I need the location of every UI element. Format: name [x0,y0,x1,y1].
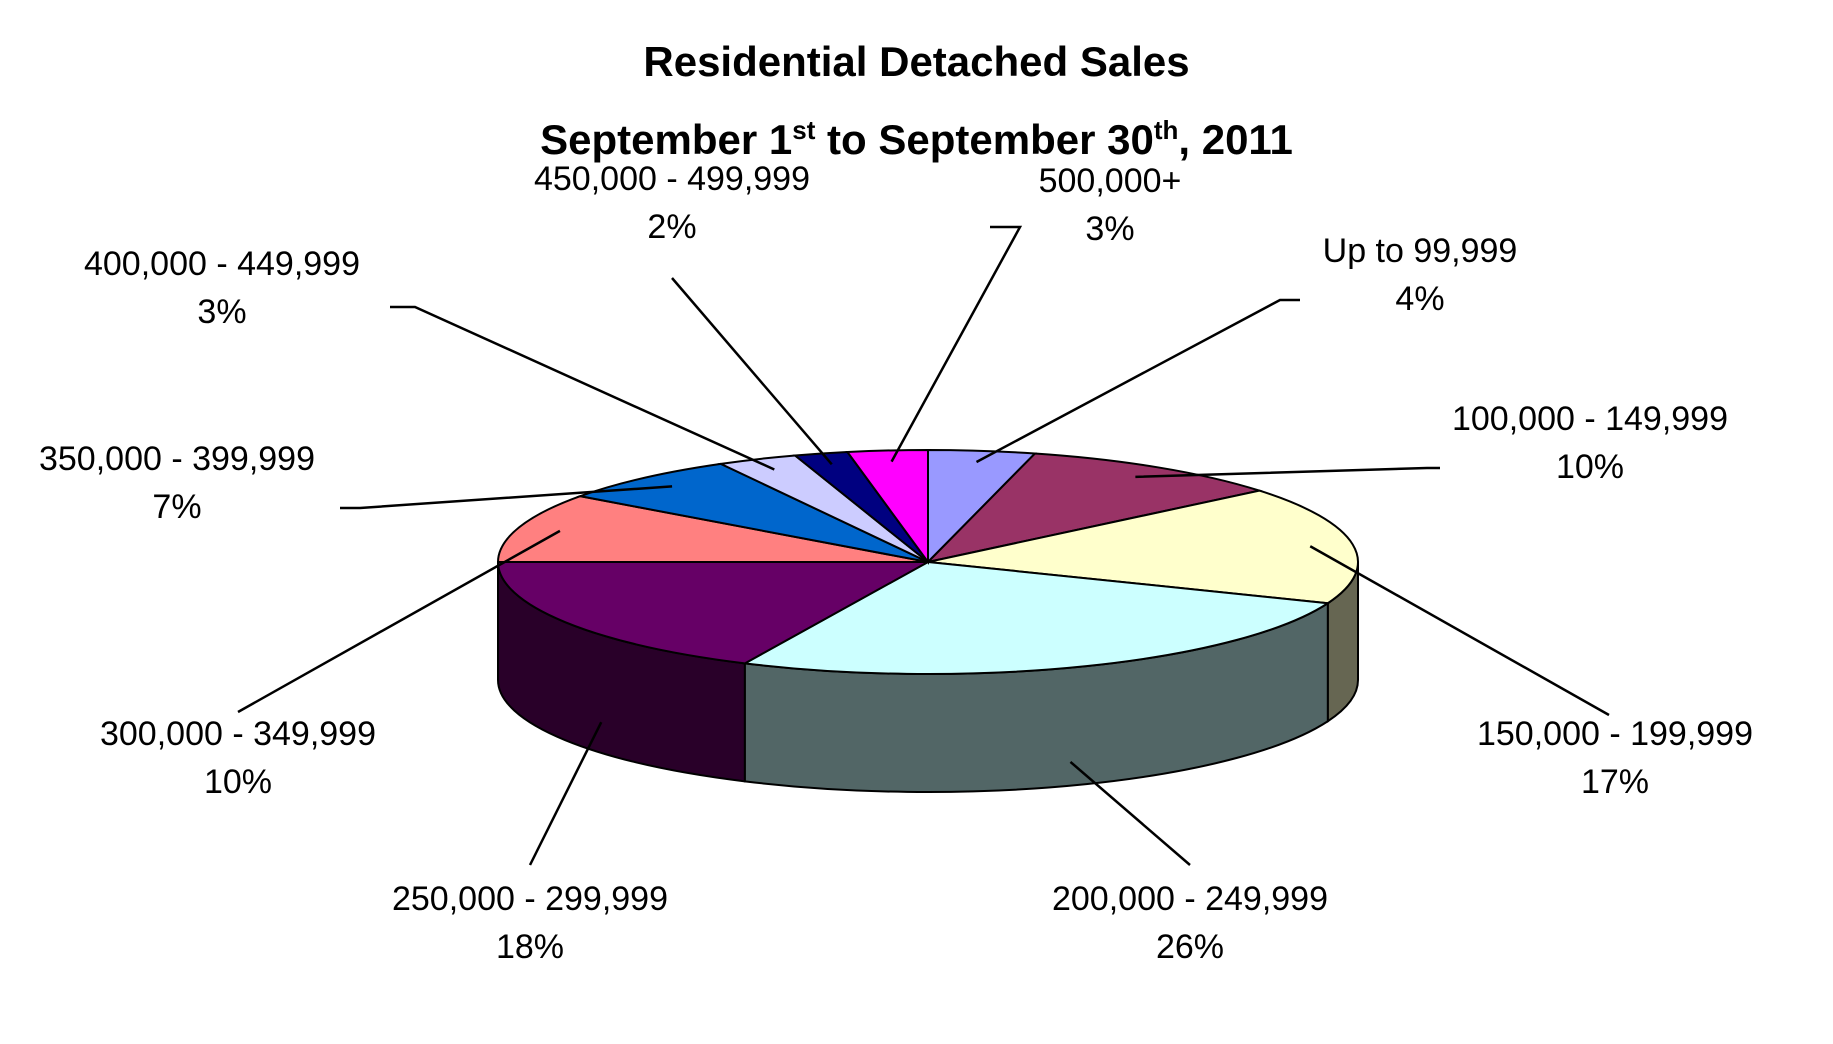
slice-value-150-000-199-999: 17% [1581,763,1649,801]
slice-value-500-000: 3% [1085,210,1134,248]
leader-line-100-000-149-999 [1135,466,1440,479]
leader-line-up-to-99-999 [975,298,1300,464]
slice-label-100-000-149-999: 100,000 - 149,999 [1452,400,1728,438]
slice-label-up-to-99-999: Up to 99,999 [1323,232,1518,270]
leader-line-400-000-449-999 [390,305,775,471]
leader-line-500-000 [890,225,1023,463]
pie-sides [497,561,1359,793]
leader-lines [237,225,1610,866]
slice-value-300-000-349-999: 10% [204,763,272,801]
slice-label-450-000-499-999: 450,000 - 499,999 [534,160,810,198]
slice-value-up-to-99-999: 4% [1395,280,1444,318]
slice-label-150-000-199-999: 150,000 - 199,999 [1477,715,1753,753]
slice-label-400-000-449-999: 400,000 - 449,999 [84,245,360,283]
chart-title: Residential Detached Sales September 1st… [0,28,1833,174]
leader-line-200-000-249-999 [1069,760,1191,866]
pie-top [496,448,1359,675]
leader-line-250-000-299-999 [528,721,603,866]
slice-label-200-000-249-999: 200,000 - 249,999 [1052,880,1328,918]
title-sup1: st [792,115,816,145]
leader-line-300-000-349-999 [237,529,561,714]
slice-label-250-000-299-999: 250,000 - 299,999 [392,880,668,918]
slice-value-100-000-149-999: 10% [1556,448,1624,486]
slice-value-250-000-299-999: 18% [496,928,564,966]
leader-line-150-000-199-999 [1309,545,1610,717]
slice-value-400-000-449-999: 3% [197,293,246,331]
leader-line-350-000-399-999 [340,485,673,510]
chart-title-line1: Residential Detached Sales [643,38,1190,85]
chart-title-line2: September 1st to September 30th, 2011 [0,96,1833,174]
slice-150-000-199-999 [927,489,1359,605]
slice-200-000-249-999 [741,560,1331,675]
slice-label-300-000-349-999: 300,000 - 349,999 [100,715,376,753]
title-part2: to September 30 [815,116,1154,163]
slice-value-450-000-499-999: 2% [647,208,696,246]
leader-line-450-000-499-999 [671,277,833,466]
slice-350-000-399-999 [576,462,929,563]
slice-value-350-000-399-999: 7% [152,488,201,526]
slice-label-350-000-399-999: 350,000 - 399,999 [39,440,315,478]
slice-300-000-349-999 [496,495,929,563]
slice-labels: Up to 99,999 4% 100,000 - 149,999 10% 150,00… [39,160,1753,966]
title-sup2: th [1153,115,1179,145]
slice-100-000-149-999 [924,452,1264,564]
title-part3: , 2011 [1178,116,1293,163]
slice-value-200-000-249-999: 26% [1156,928,1224,966]
title-part1: September 1 [540,116,793,163]
slice-label-500-000: 500,000+ [1039,162,1182,200]
slice-500-000 [845,448,929,566]
slice-250-000-299-999 [496,561,932,665]
